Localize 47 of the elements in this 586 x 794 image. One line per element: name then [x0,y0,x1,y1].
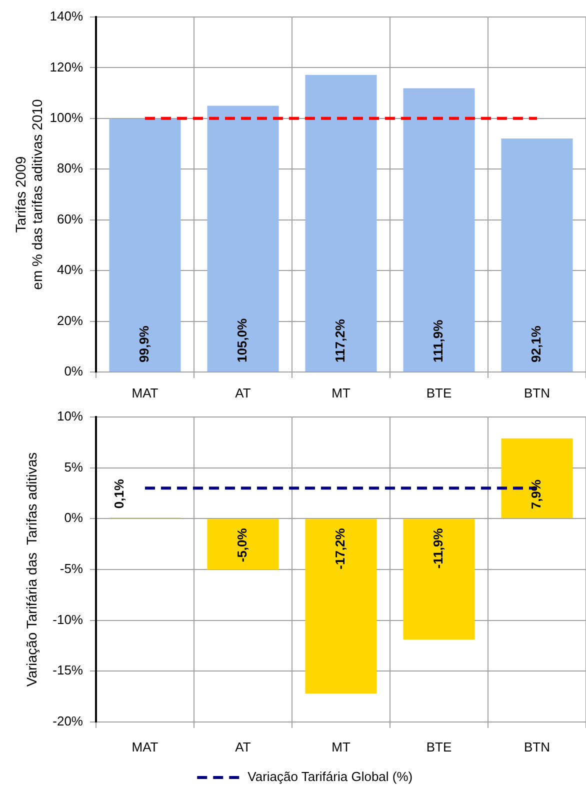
x-tick-label: BTN [524,739,550,754]
y-tick-label: 80% [56,160,84,176]
y-tick-label: -15% [52,662,84,678]
y-tick-label: 60% [56,211,84,226]
bar [403,519,475,640]
bar [501,138,573,372]
x-tick-label: AT [235,739,251,754]
y-tick-label: 5% [64,459,84,474]
y-tick-label: -20% [52,714,84,729]
data-label: 99,9% [136,325,152,362]
y-tick-label: 120% [50,59,84,74]
bar [207,519,279,570]
data-label: -17,2% [332,528,348,570]
bar [403,88,475,372]
y-tick-label: 0% [64,510,84,526]
x-tick-label: BTE [426,739,452,754]
x-tick-label: BTN [524,385,550,400]
y-tick-label: 100% [50,110,84,126]
y-tick-label: -10% [52,612,84,627]
x-tick-label: MAT [132,385,158,400]
y-tick-label: 40% [56,262,84,278]
bar [305,519,377,694]
data-label: 111,9% [430,319,446,362]
bar [109,118,181,372]
bar [501,438,573,518]
y-tick-label: 10% [56,408,84,424]
x-tick-label: BTE [426,385,452,400]
y-tick-label: 0% [64,364,84,379]
bar [305,74,377,372]
data-label: 105,0% [234,318,250,362]
data-label: 92,1% [528,325,544,362]
data-label: 7,9% [528,479,544,510]
data-label: -11,9% [430,528,446,569]
x-tick-label: MT [332,385,350,400]
legend-label: Variação Tarifária Global (%) [248,769,413,784]
y-tick-label: -5% [60,561,84,576]
data-label: 117,2% [332,318,348,362]
x-tick-label: AT [235,385,251,400]
bar [207,106,279,372]
x-tick-label: MAT [132,739,158,754]
data-label: 0,1% [112,478,127,509]
y-axis-title: Variação Tarifária das Tarifas aditivas [23,452,40,687]
y-axis-title: Tarifas 2009 em % das tarifas aditivas 2010 [12,98,46,290]
x-tick-label: MT [332,739,350,754]
data-label: -5,0% [234,528,250,562]
y-tick-label: 140% [50,8,84,24]
y-tick-label: 20% [56,312,84,328]
